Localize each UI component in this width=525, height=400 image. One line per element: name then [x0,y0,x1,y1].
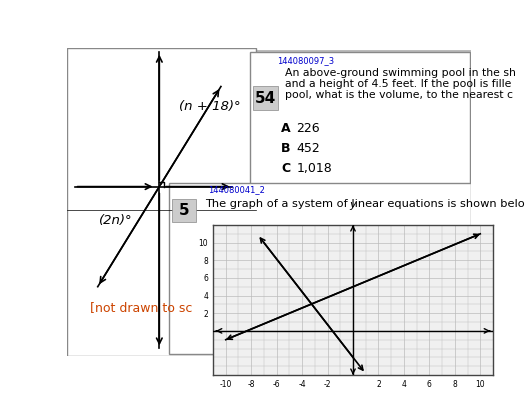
Text: C: C [281,162,290,175]
FancyBboxPatch shape [172,180,474,351]
Text: 1,018: 1,018 [297,162,332,175]
Text: 5: 5 [178,203,190,218]
Text: A: A [281,122,291,135]
FancyBboxPatch shape [253,86,278,110]
Text: 452: 452 [297,142,320,155]
Text: An above-ground swimming pool in the sh: An above-ground swimming pool in the sh [285,68,516,78]
Text: (2n)°: (2n)° [99,214,133,226]
Text: (n + 18)°: (n + 18)° [178,100,240,114]
Text: 144080097_3: 144080097_3 [277,56,334,65]
FancyBboxPatch shape [253,50,472,218]
Text: pool, what is the volume, to the nearest c: pool, what is the volume, to the nearest… [285,90,513,100]
FancyBboxPatch shape [170,183,471,354]
Text: B: B [281,142,290,155]
Text: 54: 54 [255,90,276,106]
Text: 144080041_2: 144080041_2 [208,185,265,194]
FancyBboxPatch shape [172,199,195,222]
FancyBboxPatch shape [250,52,470,220]
Text: y: y [350,200,356,210]
Text: and a height of 4.5 feet. If the pool is fille: and a height of 4.5 feet. If the pool is… [285,79,511,89]
Text: 226: 226 [297,122,320,135]
Text: [not drawn to sc: [not drawn to sc [90,301,192,314]
FancyBboxPatch shape [67,48,256,356]
Text: The graph of a system of linear equations is shown below.: The graph of a system of linear equation… [205,199,525,209]
